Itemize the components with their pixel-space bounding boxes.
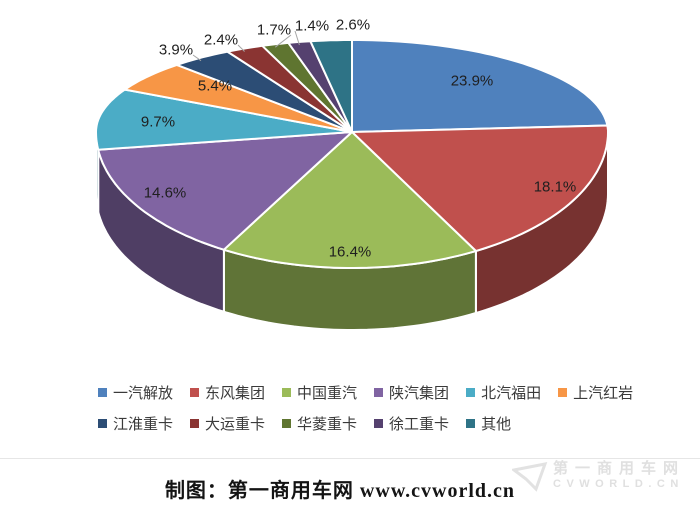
legend-label-8: 华菱重卡 [297, 416, 358, 433]
watermark-line2: CVWORLD.CN [553, 478, 684, 490]
legend-item-5: 上汽红岩 [558, 382, 633, 403]
legend-swatch-6 [98, 418, 107, 428]
legend-item-7: 大运重卡 [190, 413, 265, 434]
legend-swatch-1 [190, 387, 200, 397]
legend-swatch-3 [374, 387, 384, 397]
legend-item-8: 华菱重卡 [282, 413, 357, 434]
legend-row-2: 江淮重卡 大运重卡 华菱重卡 徐工重卡 其他 [98, 413, 511, 434]
legend-label-5: 上汽红岩 [573, 385, 634, 402]
watermark-line1: 第一商用车网 [553, 460, 686, 477]
pie-label-2: 16.4% [329, 244, 372, 261]
pie-slice-6 [175, 50, 353, 133]
pie-label-3: 14.6% [144, 185, 187, 202]
pie-label-1: 18.1% [534, 179, 577, 196]
pie-slice-2 [222, 131, 477, 269]
legend-label-9: 徐工重卡 [389, 416, 450, 433]
pie-label-6: 3.9% [159, 42, 193, 59]
legend-item-2: 中国重汽 [282, 382, 357, 403]
legend-label-4: 北汽福田 [481, 385, 542, 402]
pie-slice-10 [309, 39, 353, 133]
legend-row-1: 一汽解放 东风集团 中国重汽 陕汽集团 北汽福田 上汽红岩 [98, 382, 633, 403]
legend-label-2: 中国重汽 [297, 385, 358, 402]
watermark-text: 第一商用车网 CVWORLD.CN [553, 460, 686, 491]
pie-label-leader-6 [192, 54, 202, 62]
pie-chart-3d: 23.9% 18.1% 16.4% 14.6% 9.7% 5.4% 3.9% 2.4% 1.7%… [95, 17, 609, 331]
pie-label-7: 2.4% [204, 32, 238, 49]
pie-label-leader-9 [294, 30, 300, 46]
legend-swatch-10 [466, 418, 476, 428]
legend-item-10: 其他 [466, 413, 511, 434]
site-watermark: 第一商用车网 CVWORLD.CN [512, 461, 685, 495]
legend-item-9: 徐工重卡 [374, 413, 449, 434]
legend-swatch-4 [466, 387, 476, 397]
legend-item-0: 一汽解放 [98, 382, 173, 403]
chart-caption: 制图：第一商用车网 www.cvworld.cn [164, 480, 516, 502]
pie-slice-1 [351, 124, 609, 252]
legend-swatch-0 [98, 387, 107, 397]
pie-slice-0 [351, 39, 609, 133]
legend-swatch-9 [374, 418, 384, 428]
legend-swatch-7 [190, 418, 200, 428]
pie-label-4: 9.7% [141, 114, 175, 131]
watermark-logo-icon [512, 462, 548, 492]
pie-slice-5 [123, 63, 353, 133]
footer-divider [0, 458, 700, 459]
legend-item-3: 陕汽集团 [374, 382, 449, 403]
legend-item-1: 东风集团 [190, 382, 265, 403]
pie-label-leader-8 [274, 34, 292, 48]
legend-swatch-5 [558, 387, 568, 397]
pie-label-0: 23.9% [451, 73, 494, 90]
pie-slice-3 [97, 131, 353, 251]
legend-label-0: 一汽解放 [113, 385, 174, 402]
pie-slice-4 [95, 88, 353, 151]
pie-label-8: 1.7% [257, 22, 291, 39]
pie-label-leader-7 [237, 44, 245, 52]
pie-slice-7 [226, 44, 353, 133]
legend-item-6: 江淮重卡 [98, 413, 173, 434]
legend-label-3: 陕汽集团 [389, 385, 450, 402]
legend-item-4: 北汽福田 [466, 382, 541, 403]
legend-label-1: 东风集团 [205, 385, 266, 402]
legend-swatch-2 [282, 387, 292, 397]
legend-label-10: 其他 [481, 416, 512, 433]
legend-label-7: 大运重卡 [205, 416, 266, 433]
pie-label-5: 5.4% [198, 78, 232, 95]
legend-swatch-8 [282, 418, 292, 428]
pie-label-9: 1.4% [295, 18, 329, 35]
legend-label-6: 江淮重卡 [113, 416, 174, 433]
pie-label-10: 2.6% [336, 17, 370, 34]
